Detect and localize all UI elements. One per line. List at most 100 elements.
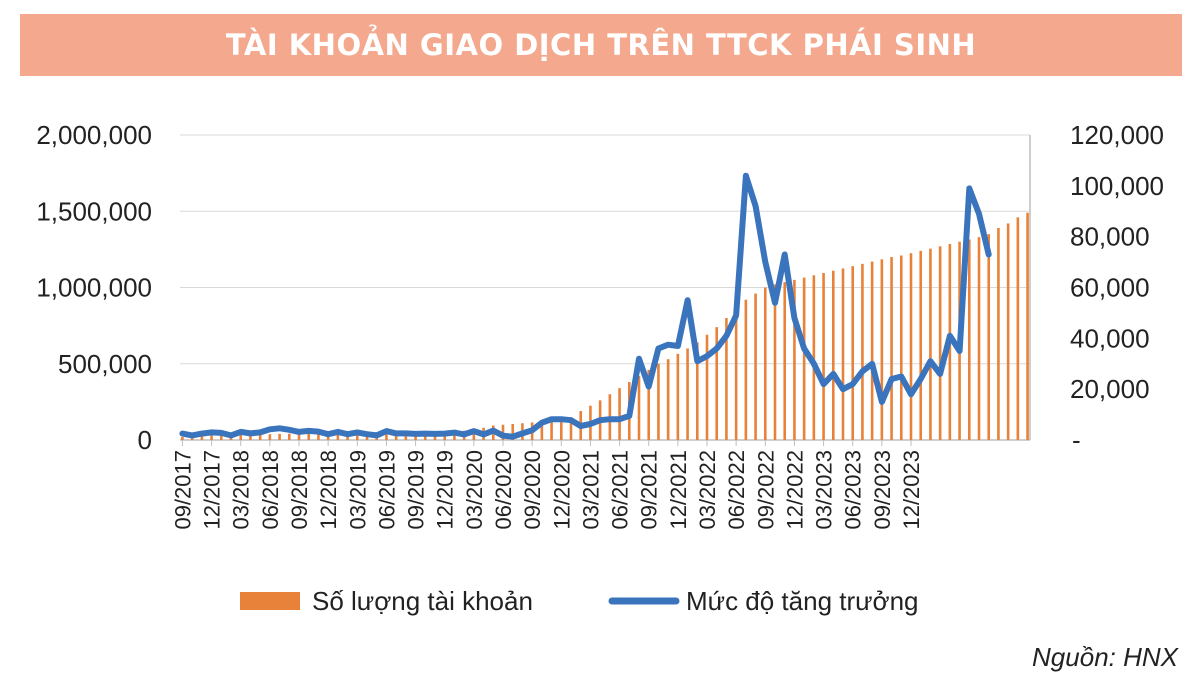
bar [793,279,796,440]
bar [355,432,359,440]
bar [744,299,748,440]
bar [676,353,680,440]
x-tick-label: 12/2022 [782,450,807,530]
y-right-tick-label: - [1072,425,1081,455]
bar [647,369,651,440]
bar [695,342,699,440]
bar [861,263,864,440]
bar [870,261,874,440]
bar [618,388,621,440]
x-tick-label: 09/2023 [870,450,895,530]
x-tick-label: 06/2023 [841,450,866,530]
bar [385,432,388,440]
bar [219,435,223,440]
bar [705,334,709,440]
bar [200,435,204,440]
x-tick-label: 09/2022 [753,450,778,530]
bar [802,277,806,440]
bar [977,237,981,440]
y-left-tick-label: 1,000,000 [36,273,152,303]
x-tick-label: 12/2019 [433,450,458,530]
bar [831,270,835,440]
x-tick-label: 12/2020 [549,450,574,530]
bar [317,433,320,440]
bar [657,363,660,440]
bar [181,436,184,440]
x-tick-label: 06/2018 [258,450,283,530]
x-tick-label: 06/2022 [724,450,749,530]
source-note: Nguồn: HNX [1032,642,1178,672]
x-tick-label: 09/2018 [287,450,312,530]
bar [763,287,767,440]
chart-title: TÀI KHOẢN GIAO DỊCH TRÊN TTCK PHÁI SINH [225,28,977,62]
bar [278,433,281,440]
bar [472,430,476,440]
bar [569,417,573,440]
x-tick-label: 03/2018 [229,450,254,530]
bar [715,327,719,440]
bar [297,433,301,440]
title-banner: TÀI KHOẢN GIAO DỊCH TRÊN TTCK PHÁI SINH [20,14,1182,76]
y-right-tick-label: 40,000 [1070,323,1150,353]
bar [967,239,971,440]
y-left-tick-label: 2,000,000 [36,120,152,150]
x-tick-label: 12/2017 [200,450,225,530]
bar [550,420,553,440]
bar [511,423,515,440]
x-tick-label: 12/2018 [316,450,341,530]
x-tick-label: 09/2020 [520,450,545,530]
x-tick-label: 06/2020 [491,450,516,530]
bar [1026,212,1029,440]
bar [841,268,845,440]
bar [249,434,252,440]
x-tick-label: 06/2019 [374,450,399,530]
bar [822,273,825,440]
x-tick-label: 12/2023 [899,450,924,530]
bar [268,434,272,440]
bar [686,348,689,440]
x-tick-label: 06/2021 [608,450,633,530]
bar [1006,223,1010,440]
legend-bar-swatch [240,592,300,610]
bar [851,266,855,440]
bar [1016,217,1020,440]
bar [754,293,757,440]
x-tick-label: 09/2017 [170,450,195,530]
x-tick-label: 09/2021 [637,450,662,530]
y-right-tick-label: 80,000 [1070,222,1150,252]
x-tick-label: 09/2019 [404,450,429,530]
legend-line-label: Mức độ tăng trưởng [686,586,919,616]
bar [812,275,816,440]
bar [307,433,311,440]
bar [725,318,728,440]
bar [919,250,923,440]
x-tick-label: 03/2019 [345,450,370,530]
bar [210,435,213,440]
bar [239,434,243,440]
bar [909,253,913,440]
bar [890,257,893,440]
bar [734,307,738,440]
bar [287,433,291,440]
bar [997,228,1000,440]
x-tick-label: 03/2022 [695,450,720,530]
x-tick-label: 03/2023 [812,450,837,530]
bar [540,421,544,440]
bar [559,420,563,440]
growth-line [179,172,992,440]
bar [773,284,777,440]
y-right-tick-label: 20,000 [1070,374,1150,404]
bar [258,434,262,440]
y-left-tick-label: 500,000 [58,349,152,379]
y-right-tick-label: 120,000 [1070,120,1164,150]
legend-bar-label: Số lượng tài khoản [312,586,533,616]
x-tick-label: 12/2021 [666,450,691,530]
bar [938,246,942,440]
x-tick-label: 03/2020 [462,450,487,530]
y-right-tick-label: 60,000 [1070,273,1150,303]
bar [637,375,641,440]
y-left-tick-label: 0 [138,425,152,455]
bar [987,234,991,440]
bar [783,282,787,440]
